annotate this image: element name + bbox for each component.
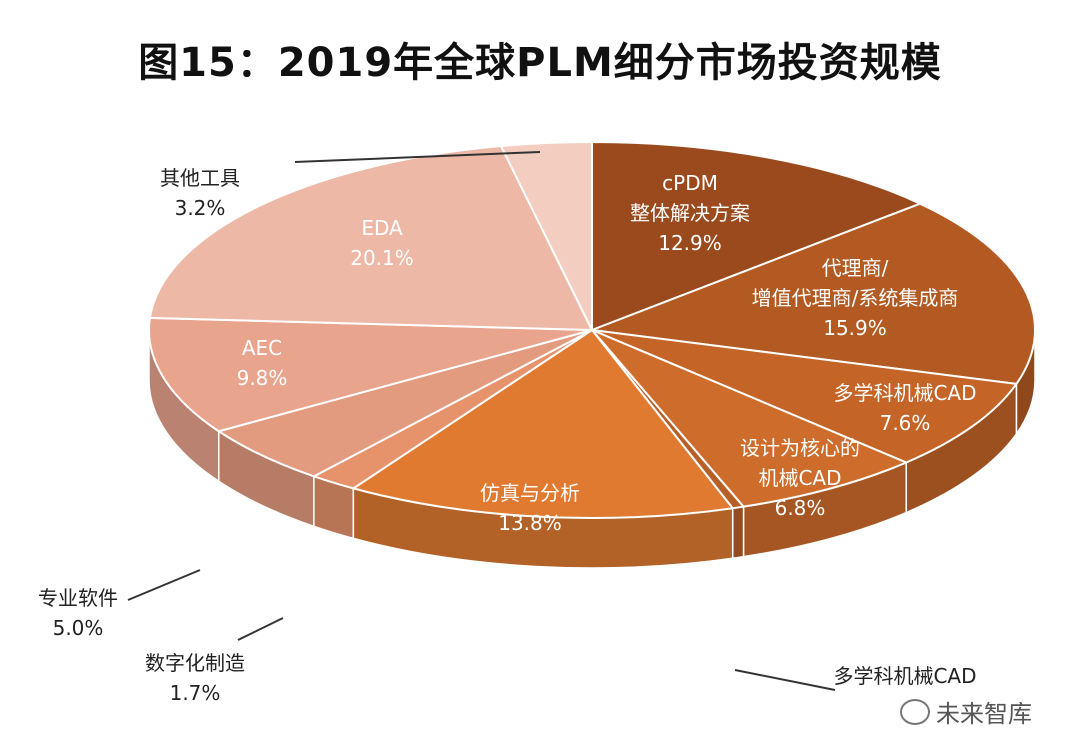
pie-slice-1 (591, 202, 1036, 385)
slice-label-0: cPDM 整体解决方案 12.9% (630, 171, 750, 255)
pie-slice-10 (499, 140, 593, 331)
slice-labels: cPDM 整体解决方案 12.9%代理商/增值代理商/系统集成商 15.9% 多学科机械… (38, 166, 977, 705)
leader-lines (127, 151, 836, 691)
pie-slice-3 (591, 329, 909, 508)
wechat-icon (900, 698, 930, 725)
pie-slice-9 (148, 144, 594, 332)
chart-title: 图15：2019年全球PLM细分市场投资规模 (138, 40, 942, 86)
pie-slice-5 (350, 328, 735, 519)
leader-line-6 (237, 617, 284, 641)
slice-label-7: 专业软件 5.0% (38, 586, 118, 640)
slice-label-9: EDA 20.1% (350, 216, 414, 270)
pie-slice-8 (148, 316, 593, 433)
slice-label-10: 其他工具 3.2% (160, 166, 240, 220)
slice-label-4: 多学科机械CAD (833, 664, 976, 688)
slice-label-5: 仿真与分析 13.8% (480, 481, 580, 535)
slice-label-8: AEC 9.8% (237, 336, 288, 390)
slice-label-2: 多学科机械CAD 7.6% (833, 381, 976, 435)
watermark: 未来智库 (900, 694, 1032, 729)
pie-slice-7 (216, 329, 593, 478)
watermark-text: 未来智库 (936, 700, 1032, 728)
slice-label-3: 设计为核心的机械CAD 6.8% (740, 436, 860, 520)
leader-line-4 (734, 669, 836, 691)
pie-slice-2 (591, 329, 1019, 464)
pie-side-4 (731, 505, 745, 560)
slice-label-6: 数字化制造 1.7% (145, 651, 245, 705)
leader-line-10 (294, 151, 541, 163)
slice-label-1: 代理商/增值代理商/系统集成商 15.9% (752, 256, 959, 340)
leader-line-7 (127, 569, 201, 601)
pie-slice-0 (591, 140, 923, 332)
pie-slices (148, 140, 1036, 519)
